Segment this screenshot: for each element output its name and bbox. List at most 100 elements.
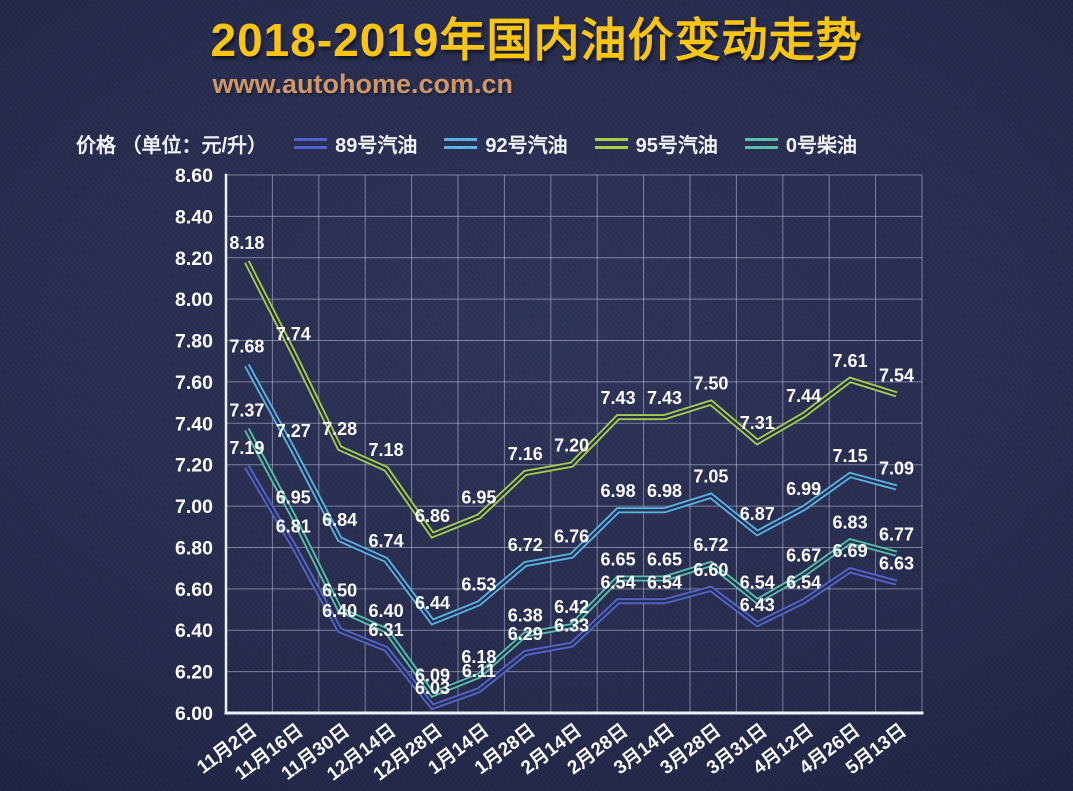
- svg-text:7.60: 7.60: [175, 372, 213, 394]
- svg-text:7.31: 7.31: [740, 413, 775, 433]
- svg-text:6.29: 6.29: [508, 624, 543, 644]
- legend-label: 92号汽油: [485, 135, 568, 157]
- grid-lines: [226, 174, 923, 713]
- svg-text:7.00: 7.00: [175, 496, 213, 518]
- value-labels-0-diesel: 7.376.956.506.406.096.186.38 6.426.65 6.65…: [229, 401, 914, 686]
- svg-text:6.00: 6.00: [175, 703, 213, 725]
- svg-text:6.95: 6.95: [276, 487, 311, 507]
- svg-text:6.67: 6.67: [786, 545, 821, 565]
- axes: [224, 173, 924, 715]
- website-url: www.autohome.com.cn: [212, 68, 514, 99]
- svg-text:6.69: 6.69: [833, 541, 868, 561]
- svg-text:6.33: 6.33: [554, 616, 589, 636]
- legend-line-swatch-95-gasoline: [594, 138, 628, 149]
- x-axis-labels: 11月2日11月16日11月30日12月14日12月28日1月14日1月28日2…: [193, 720, 910, 785]
- svg-text:6.76: 6.76: [554, 527, 589, 547]
- svg-text:6.18: 6.18: [461, 647, 496, 667]
- y-axis-unit-label: 价格 （单位：元/升）: [76, 135, 268, 157]
- value-labels-89-gasoline: 7.196.816.406.316.036.116.29 6.336.54 6.54…: [229, 438, 914, 698]
- legend-label: 0号柴油: [785, 135, 857, 157]
- svg-text:6.54: 6.54: [740, 572, 775, 592]
- svg-text:6.42: 6.42: [554, 597, 589, 617]
- legend-item-95-gasoline: 95号汽油: [594, 129, 718, 158]
- svg-text:6.99: 6.99: [786, 479, 821, 499]
- svg-text:8.40: 8.40: [175, 206, 213, 228]
- page-title: 2018-2019年国内油价变动走势: [210, 14, 863, 66]
- svg-text:6.20: 6.20: [175, 662, 213, 684]
- svg-text:7.54: 7.54: [879, 365, 914, 385]
- svg-text:6.72: 6.72: [693, 535, 728, 555]
- chart-legend: 价格 （单位：元/升） 89号汽油 92号汽油 95号汽油 0号柴油: [76, 129, 857, 158]
- svg-text:6.87: 6.87: [740, 504, 775, 524]
- svg-text:6.65: 6.65: [601, 550, 636, 570]
- svg-text:6.09: 6.09: [415, 665, 450, 685]
- svg-text:7.18: 7.18: [369, 440, 404, 460]
- svg-text:6.53: 6.53: [461, 574, 496, 594]
- svg-text:7.61: 7.61: [833, 351, 868, 371]
- svg-text:8.60: 8.60: [175, 165, 213, 187]
- svg-text:7.20: 7.20: [554, 436, 589, 456]
- legend-line-swatch-0-diesel: [744, 138, 778, 149]
- svg-text:6.65: 6.65: [647, 550, 682, 570]
- svg-text:6.11: 6.11: [462, 661, 496, 681]
- legend-label: 95号汽油: [635, 135, 718, 157]
- svg-text:6.84: 6.84: [322, 510, 357, 530]
- svg-text:6.74: 6.74: [369, 531, 404, 551]
- y-axis-labels: 8.60 8.40 8.20 8.00 7.80 7.60 7.40 7.20 7.00 6.80…: [175, 165, 213, 725]
- svg-text:6.31: 6.31: [369, 620, 404, 640]
- series-89-gasoline: [244, 465, 898, 711]
- legend-item-89-gasoline: 89号汽油: [294, 129, 417, 158]
- svg-text:7.80: 7.80: [175, 331, 213, 353]
- svg-text:6.77: 6.77: [879, 525, 914, 545]
- svg-text:7.44: 7.44: [786, 386, 821, 406]
- svg-text:6.80: 6.80: [175, 537, 213, 559]
- legend-label: 89号汽油: [335, 135, 418, 157]
- svg-text:6.95: 6.95: [461, 487, 496, 507]
- svg-text:6.38: 6.38: [508, 605, 543, 625]
- svg-text:6.40: 6.40: [322, 601, 357, 621]
- svg-text:8.00: 8.00: [175, 289, 213, 311]
- svg-text:7.50: 7.50: [693, 374, 728, 394]
- svg-text:6.54: 6.54: [786, 572, 821, 592]
- svg-text:7.28: 7.28: [322, 419, 357, 439]
- svg-text:6.98: 6.98: [601, 481, 636, 501]
- svg-text:6.60: 6.60: [175, 579, 213, 601]
- series-95-gasoline: [244, 260, 898, 539]
- svg-text:6.60: 6.60: [693, 560, 728, 580]
- svg-text:6.43: 6.43: [740, 595, 775, 615]
- svg-text:6.03: 6.03: [415, 678, 450, 698]
- svg-text:6.44: 6.44: [415, 593, 450, 613]
- svg-text:7.16: 7.16: [508, 444, 543, 464]
- svg-text:6.54: 6.54: [601, 572, 636, 592]
- series-0-diesel: [244, 428, 898, 699]
- svg-text:7.20: 7.20: [175, 455, 213, 477]
- svg-text:7.74: 7.74: [276, 324, 311, 344]
- legend-line-swatch-89-gasoline: [294, 138, 328, 149]
- svg-text:8.18: 8.18: [229, 233, 264, 253]
- svg-text:8.20: 8.20: [175, 248, 213, 270]
- svg-text:7.68: 7.68: [229, 336, 264, 356]
- svg-text:6.40: 6.40: [175, 620, 213, 642]
- svg-text:7.19: 7.19: [229, 438, 264, 458]
- header: 2018-2019年国内油价变动走势 www.autohome.com.cn: [0, 14, 1073, 100]
- legend-line-swatch-92-gasoline: [444, 138, 478, 149]
- legend-item-0-diesel: 0号柴油: [744, 129, 857, 158]
- svg-text:7.15: 7.15: [833, 446, 868, 466]
- value-labels-92-gasoline: 7.68 7.27 6.84 6.74 6.44 6.53 6.72 6.76 6.98 6.98…: [229, 336, 914, 613]
- svg-text:6.54: 6.54: [647, 572, 682, 592]
- svg-text:7.05: 7.05: [693, 467, 728, 487]
- svg-text:6.81: 6.81: [276, 516, 311, 536]
- svg-text:6.40: 6.40: [369, 601, 404, 621]
- svg-text:6.72: 6.72: [508, 535, 543, 555]
- svg-text:6.63: 6.63: [879, 554, 914, 574]
- svg-text:7.37: 7.37: [229, 401, 264, 421]
- svg-text:7.09: 7.09: [879, 458, 914, 478]
- svg-text:7.43: 7.43: [601, 388, 636, 408]
- series-92-gasoline: [244, 363, 898, 626]
- legend-item-92-gasoline: 92号汽油: [444, 129, 568, 158]
- svg-text:7.27: 7.27: [276, 421, 311, 441]
- svg-text:7.43: 7.43: [647, 388, 682, 408]
- svg-text:6.98: 6.98: [647, 481, 682, 501]
